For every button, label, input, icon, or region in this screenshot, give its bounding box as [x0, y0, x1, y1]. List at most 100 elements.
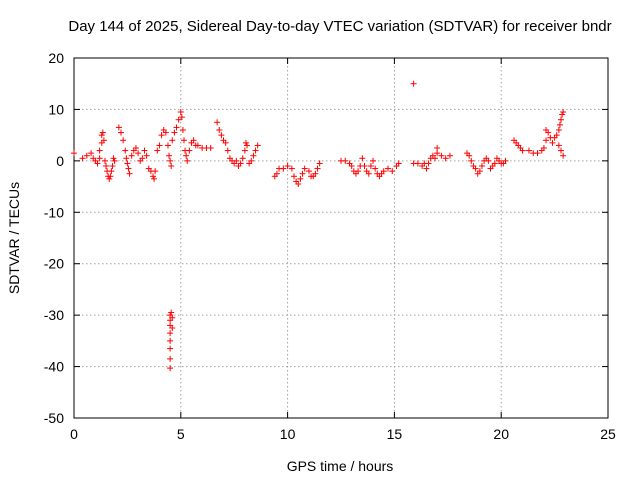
data-point — [254, 142, 261, 149]
data-point — [96, 147, 103, 154]
data-point — [560, 152, 567, 159]
data-point — [558, 147, 565, 154]
data-point — [132, 145, 139, 151]
data-point — [162, 129, 169, 136]
data-point — [171, 129, 178, 136]
data-point — [560, 109, 567, 115]
data-point — [124, 160, 131, 167]
data-point — [167, 345, 174, 352]
data-point — [558, 116, 565, 123]
data-point — [525, 147, 532, 154]
data-point — [207, 145, 214, 151]
data-point — [252, 147, 259, 154]
data-point — [128, 152, 135, 159]
data-point — [556, 121, 563, 128]
y-axis-label: SDTVAR / TECUs — [6, 182, 22, 294]
grid-lines — [74, 58, 608, 418]
y-tick-label: -50 — [44, 410, 64, 426]
plot-frame — [73, 57, 609, 419]
x-axis-label: GPS time / hours — [287, 458, 394, 474]
data-point — [109, 163, 116, 169]
data-point — [184, 157, 191, 164]
data-point — [280, 165, 287, 172]
data-point — [110, 155, 117, 162]
data-point — [359, 155, 366, 162]
data-point — [150, 173, 157, 180]
data-point — [305, 168, 312, 175]
data-point — [284, 163, 291, 169]
data-point — [502, 157, 509, 164]
data-point — [239, 155, 246, 162]
x-tick-label: 10 — [280, 426, 296, 442]
data-point — [446, 152, 453, 159]
data-point — [559, 111, 566, 118]
data-point — [425, 160, 432, 167]
data-point — [543, 137, 550, 144]
chart-title: Day 144 of 2025, Sidereal Day-to-day VTE… — [68, 18, 611, 35]
data-point — [314, 165, 321, 172]
data-point — [355, 168, 362, 175]
data-point — [123, 155, 130, 162]
data-point — [348, 163, 355, 169]
data-point — [216, 127, 223, 133]
x-tick-label: 0 — [70, 426, 78, 442]
data-point — [438, 152, 445, 159]
data-point — [177, 109, 184, 115]
data-point — [431, 155, 438, 162]
x-tick-label: 25 — [600, 426, 616, 442]
y-tick-label: -20 — [44, 256, 64, 272]
data-point — [342, 157, 349, 164]
data-point — [545, 129, 552, 136]
data-point — [169, 137, 176, 144]
data-point — [241, 147, 248, 154]
data-point — [164, 142, 171, 149]
data-point — [125, 165, 132, 172]
data-point — [540, 145, 547, 151]
data-point — [242, 139, 249, 146]
data-point — [186, 147, 193, 154]
data-point — [166, 152, 173, 159]
data-point — [79, 155, 86, 162]
data-point — [361, 163, 368, 169]
data-point — [222, 139, 229, 146]
data-point — [169, 325, 176, 331]
data-point — [423, 165, 430, 172]
data-point — [466, 152, 473, 159]
data-point — [372, 165, 379, 172]
data-point — [244, 142, 251, 149]
data-point — [442, 155, 449, 162]
data-point — [214, 119, 221, 126]
data-point — [295, 181, 302, 187]
data-point — [389, 168, 396, 175]
data-point — [100, 137, 107, 144]
data-point — [169, 314, 176, 321]
y-tick-label: -10 — [44, 204, 64, 220]
data-point — [167, 157, 174, 164]
data-point — [233, 157, 240, 164]
data-point — [120, 137, 127, 144]
data-point — [190, 137, 197, 144]
data-point — [478, 163, 485, 169]
data-point — [301, 165, 308, 172]
data-point — [365, 170, 372, 177]
data-point — [101, 157, 108, 164]
data-point — [156, 142, 163, 149]
data-point — [178, 114, 185, 121]
x-tick-label: 15 — [387, 426, 403, 442]
data-point — [117, 129, 124, 136]
data-point — [173, 124, 180, 131]
data-point — [476, 168, 483, 175]
data-point — [414, 160, 421, 167]
data-point — [139, 155, 146, 162]
data-point — [297, 175, 304, 182]
data-point — [316, 160, 323, 167]
data-point — [434, 145, 441, 151]
data-point — [143, 152, 150, 159]
y-axis: 20 10 0 -10 -20 -30 -40 -50 — [44, 50, 608, 426]
data-point — [250, 152, 257, 159]
data-point — [99, 129, 106, 136]
data-point — [108, 168, 115, 175]
data-point — [491, 160, 498, 167]
data-point — [152, 168, 159, 175]
